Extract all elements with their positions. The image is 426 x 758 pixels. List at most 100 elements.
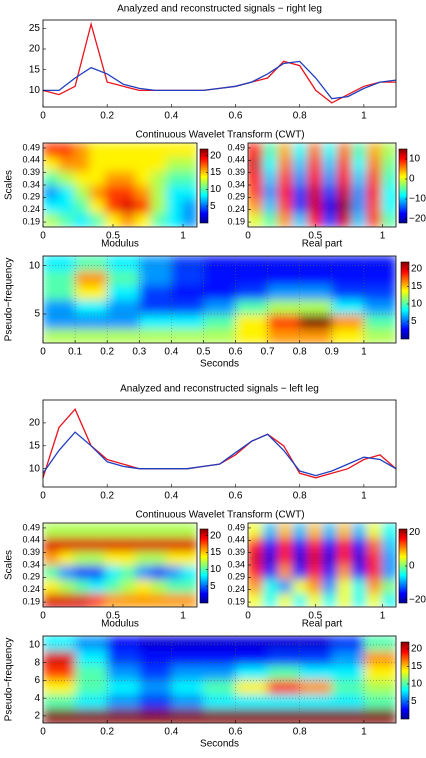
heat-cell [322, 523, 338, 538]
heat-cell [75, 636, 108, 651]
heat-cell [322, 579, 338, 594]
x-tick-label: 0.5 [106, 611, 120, 622]
y-tick-label: 2 [34, 711, 40, 722]
heat-cell [336, 185, 353, 200]
heat-cell [181, 537, 197, 552]
colorbar-tick-label: 20 [210, 530, 222, 541]
heat-cell [89, 199, 106, 214]
heat-cell [248, 143, 264, 158]
y-tick-label: 0.49 [22, 142, 40, 152]
heat-cell [139, 636, 172, 651]
heat-cell [43, 679, 76, 695]
heat-cell [292, 565, 308, 580]
y-tick-label: 0.44 [227, 535, 245, 545]
heat-cell [267, 328, 301, 343]
heat-cell [366, 565, 382, 580]
heat-cell [43, 199, 59, 214]
heat-cell [322, 213, 338, 227]
heat-cell [89, 551, 106, 566]
heat-cell [363, 314, 396, 329]
heat-cell [120, 551, 136, 566]
heat-cell [366, 171, 382, 186]
heat-cell [351, 171, 367, 186]
heat-cell [43, 537, 59, 552]
heat-cell [235, 679, 269, 695]
heat-cell [267, 679, 301, 695]
x-tick-label: 0.4 [164, 111, 178, 122]
heat-cell [203, 708, 237, 723]
colorbar-tick-label: 15 [210, 547, 222, 558]
heat-cell [351, 523, 367, 538]
heat-cell [43, 328, 76, 343]
heat-cell [203, 299, 237, 315]
y-tick-label: 0.29 [227, 572, 245, 582]
heat-cell [248, 171, 264, 186]
heat-cell [203, 636, 237, 651]
chart-title: Analyzed and reconstructed signals − lef… [120, 384, 319, 395]
heat-cell [307, 171, 323, 186]
heat-cell [107, 665, 140, 680]
heat-cell [299, 650, 333, 666]
heat-cell [104, 143, 121, 158]
x-tick-label: 0 [40, 727, 46, 738]
signal-line [43, 60, 397, 100]
heat-cell [139, 708, 172, 723]
heat-cell [43, 708, 76, 723]
heat-cell [248, 523, 264, 538]
heat-cell [267, 256, 301, 271]
heat-cell [351, 551, 367, 566]
colorbar-tick-label: 10 [411, 679, 423, 690]
heat-cell [262, 171, 279, 186]
heat-cell [307, 565, 323, 580]
colorbar-tick-label: 15 [411, 281, 423, 292]
heat-cell [203, 694, 237, 709]
heat-cell [104, 579, 121, 594]
heat-cell [58, 579, 75, 594]
heat-cell [135, 523, 152, 538]
y-tick-label: 20 [29, 44, 41, 55]
colorbar-tick-label: −20 [409, 214, 426, 225]
x-tick-label: 0.9 [325, 347, 339, 358]
y-axis-label: Scales [4, 550, 15, 580]
heat-cell [351, 565, 367, 580]
heat-cell [203, 270, 237, 286]
x-tick-label: 0.8 [293, 111, 307, 122]
colorbar-tick-label: −10 [409, 194, 426, 205]
x-tick-label: 0.5 [106, 231, 120, 242]
y-tick-label: 0.29 [227, 192, 245, 202]
heat-cell [58, 143, 75, 158]
heat-cell [322, 537, 338, 552]
heat-cell [135, 537, 152, 552]
colorbar-tick-label: 0 [409, 174, 415, 185]
x-tick-label: 0.2 [100, 727, 114, 738]
x-tick-label: 0.6 [229, 347, 243, 358]
heat-cell [89, 213, 106, 227]
colorbar-tick-label: −20 [409, 594, 426, 605]
colorbar-tick-label: 5 [411, 316, 417, 327]
heat-cell [331, 636, 365, 651]
heat-cell [336, 579, 353, 594]
heat-cell [150, 551, 167, 566]
heat-cell [43, 256, 76, 271]
heat-cell [203, 314, 237, 329]
heat-cell [322, 593, 338, 607]
heat-cell [336, 523, 353, 538]
heat-cell [363, 328, 396, 343]
x-tick-label: 0.4 [164, 491, 178, 502]
heat-cell [120, 523, 136, 538]
heat-cell [277, 199, 293, 214]
heat-cell [331, 285, 365, 300]
heat-cell [381, 565, 396, 580]
heat-cell [203, 665, 237, 680]
heat-cell [181, 185, 197, 200]
heat-cell [139, 650, 172, 666]
y-tick-label: 10 [29, 85, 41, 96]
heat-cell [307, 593, 323, 607]
colorbar [400, 261, 410, 340]
heat-cell [331, 328, 365, 343]
heat-cell [58, 185, 75, 200]
heat-cell [277, 171, 293, 186]
x-tick-label: 0.4 [164, 347, 178, 358]
heat-cell [43, 694, 76, 709]
heat-cell [331, 314, 365, 329]
